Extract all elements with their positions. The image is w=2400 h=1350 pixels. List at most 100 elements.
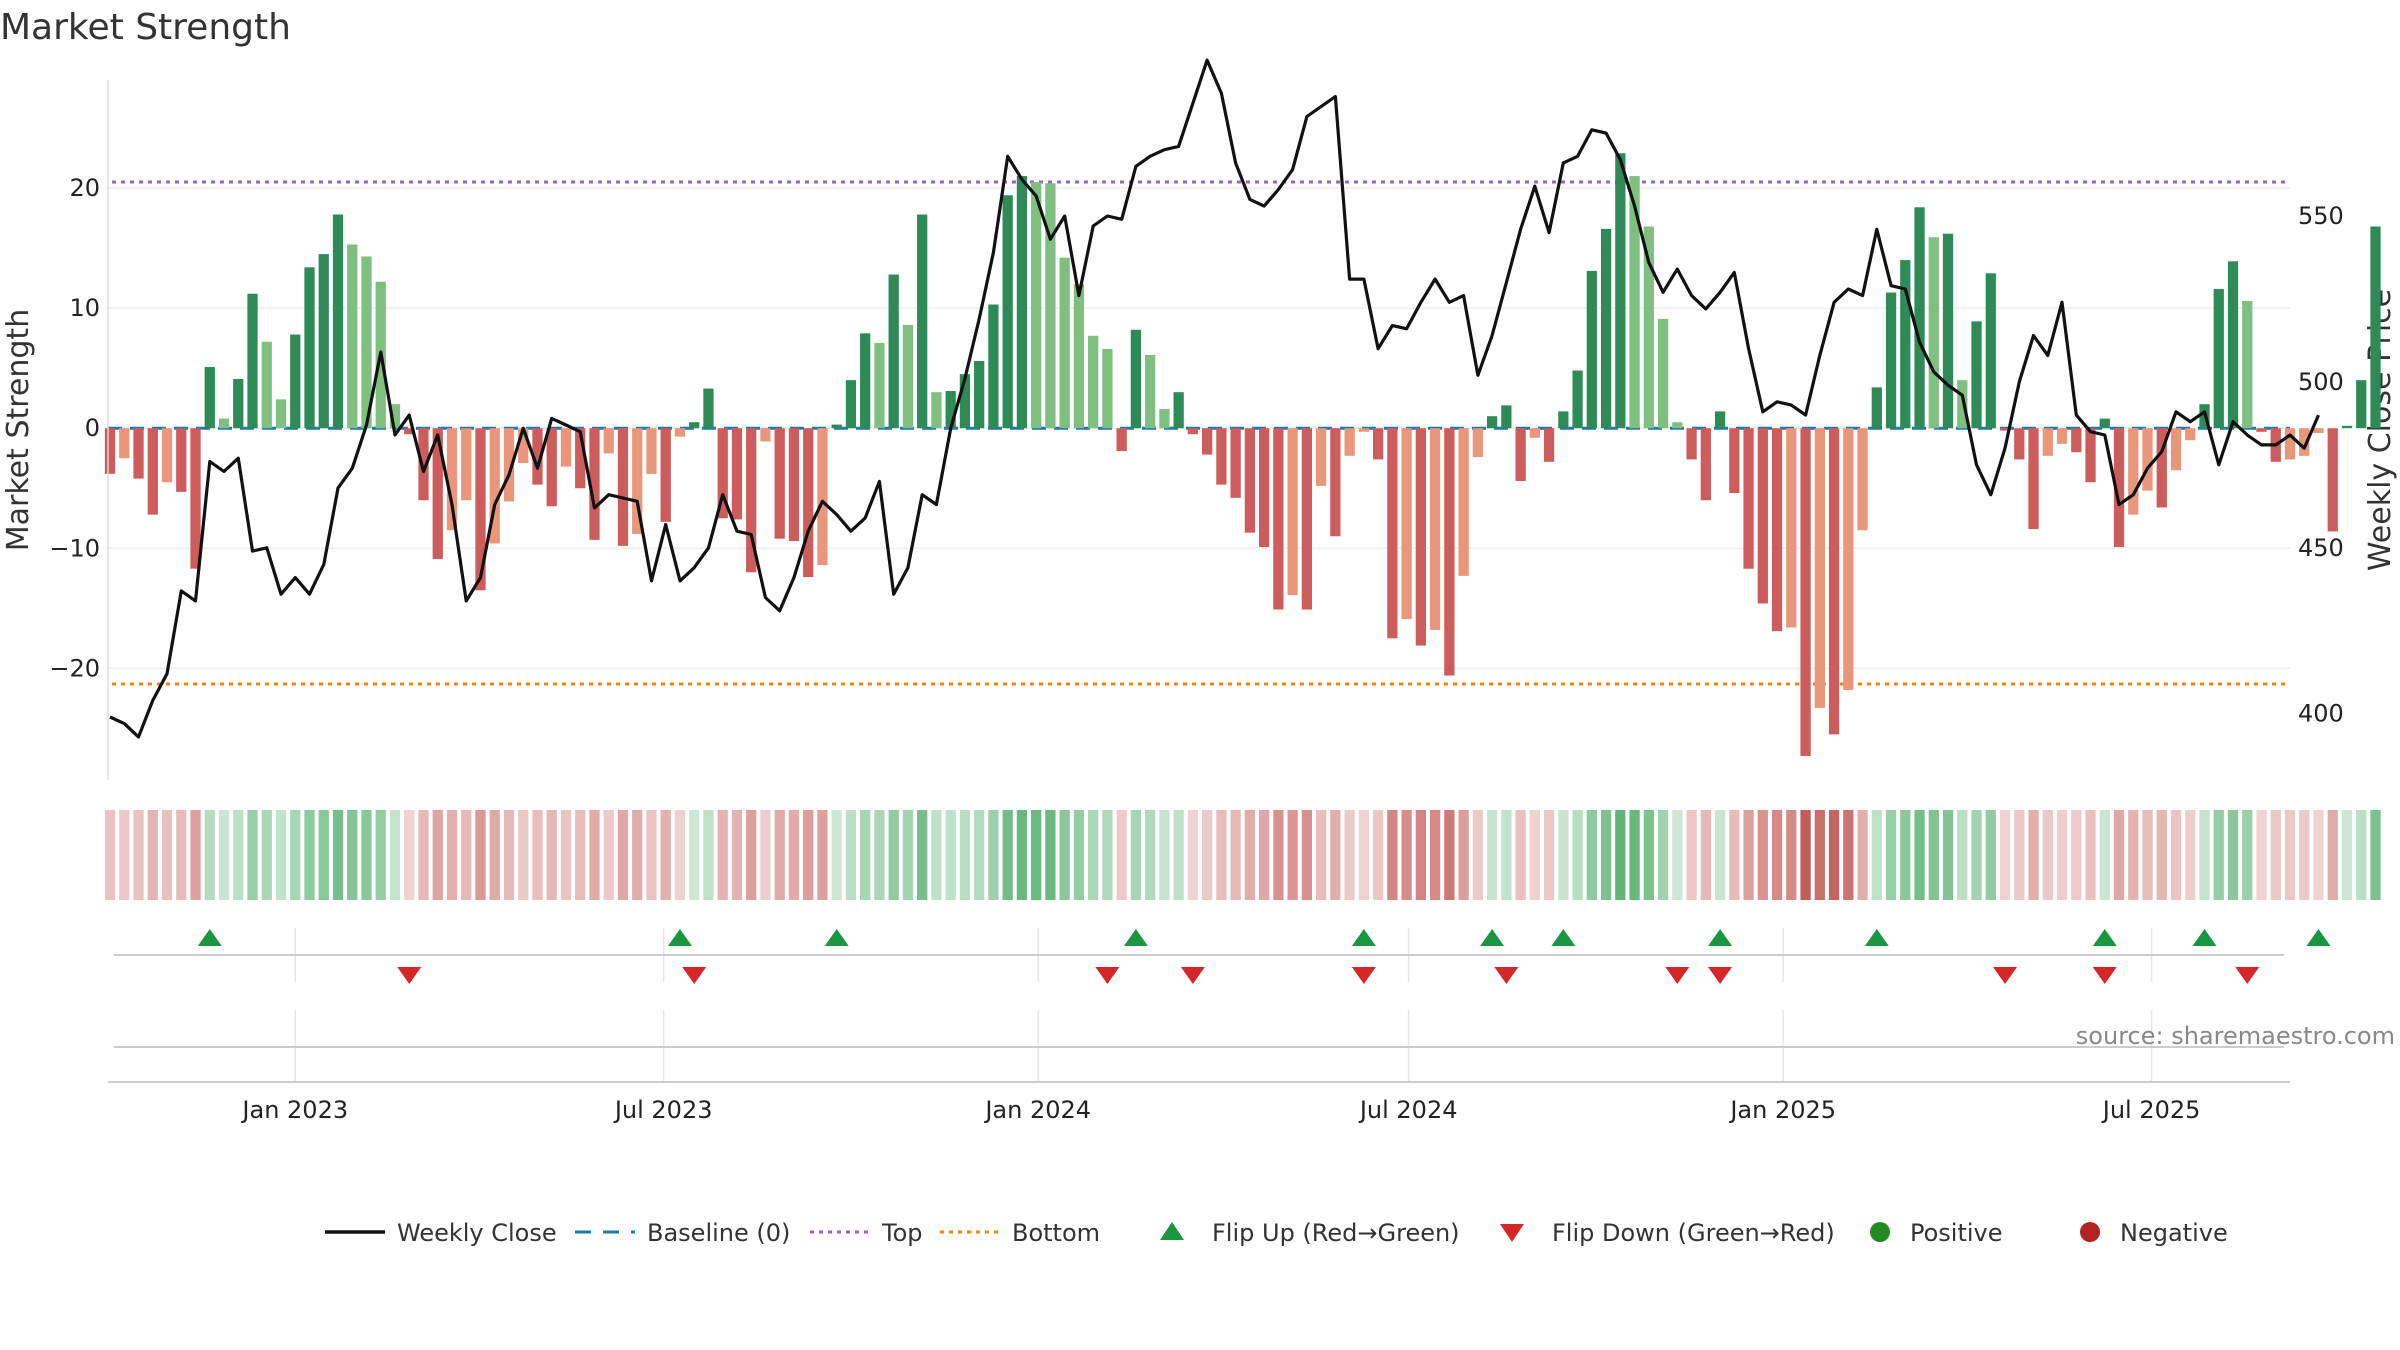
heat-cell xyxy=(1800,810,1811,900)
y-tick-right-label: 450 xyxy=(2298,534,2344,562)
strength-bar xyxy=(660,428,671,522)
heat-cell xyxy=(1358,810,1370,900)
strength-bar xyxy=(617,428,629,546)
heat-cell xyxy=(2085,810,2096,900)
heat-cell xyxy=(1543,810,1555,900)
heat-cell xyxy=(1429,810,1441,900)
heat-cell xyxy=(617,810,629,900)
strength-bar xyxy=(176,428,187,492)
strength-bar xyxy=(1173,392,1184,429)
strength-bar xyxy=(1914,207,1925,429)
strength-bar xyxy=(632,428,643,534)
heat-cell xyxy=(1202,810,1213,900)
heat-cell xyxy=(1971,810,1982,900)
heat-cell xyxy=(1002,810,1013,900)
legend-item: Flip Up (Red→Green) xyxy=(1160,1219,1460,1247)
heat-cell xyxy=(404,810,415,900)
legend-item: Positive xyxy=(1870,1219,2003,1247)
strength-bar xyxy=(1928,237,1939,429)
strength-bar xyxy=(560,428,572,467)
heat-cell xyxy=(1572,810,1583,900)
heat-cell xyxy=(1771,810,1783,900)
flip-up-marker xyxy=(2306,929,2331,946)
strength-bar xyxy=(646,428,657,474)
legend-label: Flip Up (Red→Green) xyxy=(1212,1219,1460,1247)
legend-swatch-flip-down xyxy=(1500,1224,1524,1242)
strength-bar xyxy=(1273,428,1284,610)
strength-bar xyxy=(418,428,429,501)
heat-cell xyxy=(2256,810,2267,900)
flip-up-marker xyxy=(1864,929,1889,946)
strength-bar xyxy=(1002,195,1013,429)
heat-cell xyxy=(2299,810,2310,900)
strength-bar xyxy=(1543,428,1555,462)
heat-cell xyxy=(318,810,329,900)
strength-bar xyxy=(1828,428,1840,735)
strength-bar xyxy=(2014,428,2025,460)
strength-bar xyxy=(290,334,301,429)
heat-cell xyxy=(418,810,429,900)
heat-cell xyxy=(1885,810,1897,900)
strength-bar xyxy=(1102,348,1113,429)
strength-bar xyxy=(133,428,144,479)
strength-bar xyxy=(575,428,586,489)
heat-cell xyxy=(959,810,971,900)
heat-cell xyxy=(817,810,828,900)
flip-down-marker xyxy=(397,967,422,984)
strength-bar xyxy=(1344,428,1355,456)
heat-cell xyxy=(2156,810,2167,900)
heat-cell xyxy=(888,810,899,900)
strength-bar xyxy=(2256,428,2267,432)
strength-bar xyxy=(1700,428,1711,501)
heat-cell xyxy=(632,810,643,900)
heat-cell xyxy=(361,810,372,900)
heat-cell xyxy=(731,810,743,900)
legend-swatch-flip-up xyxy=(1160,1222,1184,1240)
strength-bar xyxy=(1045,183,1056,429)
strength-bar xyxy=(233,378,244,429)
strength-bar xyxy=(1843,428,1854,690)
heat-cell xyxy=(218,810,230,900)
strength-bar xyxy=(2341,425,2353,429)
heat-cell xyxy=(532,810,543,900)
heat-cell xyxy=(746,810,757,900)
heat-cell xyxy=(1615,810,1626,900)
strength-bar xyxy=(261,341,272,429)
heat-cell xyxy=(275,810,287,900)
strength-bar xyxy=(161,428,173,483)
x-tick-label: Jul 2023 xyxy=(613,1096,713,1124)
heat-cell xyxy=(1914,810,1925,900)
flip-up-marker xyxy=(2092,929,2117,946)
heat-cell xyxy=(1942,810,1954,900)
strength-bar xyxy=(1287,428,1298,596)
strength-bar xyxy=(2185,428,2196,441)
strength-bar xyxy=(2156,428,2167,508)
strength-bar xyxy=(1586,270,1597,429)
axes-layer: 20 10 0 −10 −20 550 500 450 400 Jan 2023 Jul 2023 J… xyxy=(49,80,2344,1124)
grid-layer xyxy=(108,187,2290,1082)
strength-bar xyxy=(917,214,928,429)
flip-down-marker xyxy=(1993,967,2018,984)
strength-bar xyxy=(190,428,201,569)
strength-bar xyxy=(518,428,529,464)
heat-cell xyxy=(2370,810,2381,900)
strength-bar xyxy=(2227,261,2239,429)
strength-bar xyxy=(1558,411,1569,429)
strength-bar xyxy=(2042,428,2053,456)
heat-cell xyxy=(1828,810,1840,900)
y-tick-left-label: 10 xyxy=(69,294,100,322)
flip-up-marker xyxy=(667,929,692,946)
strength-bar xyxy=(304,267,315,429)
strength-bar xyxy=(1415,428,1426,646)
strength-bar xyxy=(1600,228,1612,429)
heat-cell xyxy=(1786,810,1797,900)
strength-bar xyxy=(2170,428,2182,471)
strength-bar xyxy=(589,428,600,540)
x-tick-label: Jan 2024 xyxy=(983,1096,1091,1124)
heat-cell xyxy=(589,810,600,900)
strength-bar xyxy=(1244,428,1256,533)
strength-bar xyxy=(546,428,557,507)
heat-cell xyxy=(1843,810,1854,900)
strength-bar xyxy=(2213,288,2224,429)
strength-bar xyxy=(2028,428,2039,530)
